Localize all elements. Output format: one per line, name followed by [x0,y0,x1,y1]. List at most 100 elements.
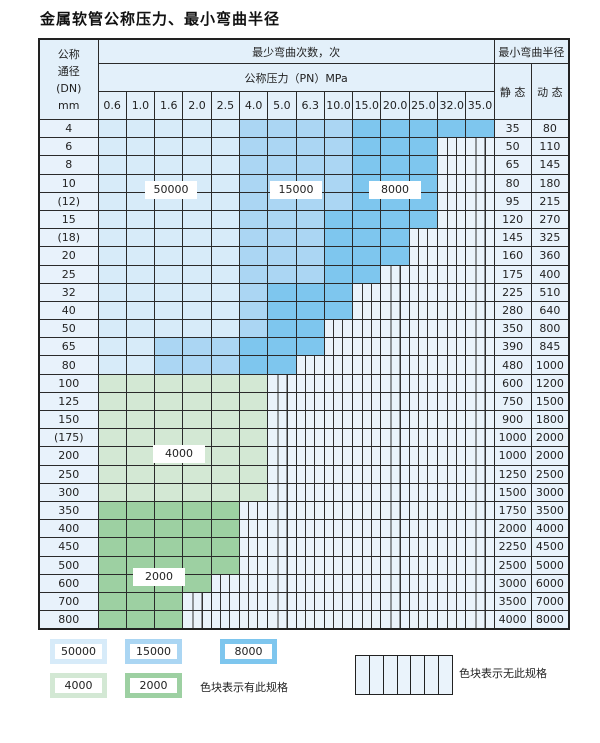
spec-cell-g2 [154,519,184,539]
spec-cell-a [210,228,240,248]
legend-label: 15000 [130,644,177,659]
spec-cell-c [437,118,467,139]
no-spec-cell [380,482,410,502]
no-spec-cell [323,610,354,630]
no-spec-cell [437,428,467,448]
spec-cell-b [238,246,269,266]
spec-cell-a [97,337,127,357]
no-spec-cell [465,191,495,211]
region-label-2000: 2000 [133,568,185,586]
region-label-4000: 4000 [153,445,205,463]
dn-cell: 250 [38,464,99,484]
no-spec-cell [408,428,439,448]
spec-cell-a [154,155,184,175]
spec-cell-c [408,137,439,157]
spec-cell-a [182,319,212,339]
no-spec-cell [238,573,269,593]
no-spec-cell [295,555,325,575]
spec-cell-a [125,319,156,339]
dn-cell: 500 [38,555,99,575]
spec-cell-g1 [182,482,212,502]
legend-no-spec-text: 色块表示无此规格 [459,667,547,680]
no-spec-cell [437,228,467,248]
spec-cell-b [295,118,325,139]
spec-cell-a [182,137,212,157]
dn-cell: 8 [38,155,99,175]
static-radius-cell: 280 [493,300,532,321]
no-spec-cell [267,373,297,393]
spec-cell-a [154,300,184,321]
spec-cell-c [238,337,269,357]
no-spec-cell [380,500,410,521]
no-spec-cell [238,500,269,521]
spec-cell-b [267,228,297,248]
no-spec-cell [437,191,467,211]
no-spec-cell [437,373,467,393]
spec-cell-a [154,228,184,248]
static-radius-cell: 65 [493,155,532,175]
spec-cell-b [323,118,354,139]
spec-cell-a [182,228,212,248]
dn-cell: 80 [38,355,99,375]
static-radius-cell: 600 [493,373,532,393]
dynamic-radius-cell: 110 [530,137,570,157]
no-spec-cell [465,591,495,612]
table-row: 8 65 145 [38,155,570,175]
no-spec-cell [267,519,297,539]
static-radius-cell: 900 [493,409,532,430]
spec-cell-g1 [210,446,240,466]
table-row: 450 2250 4500 [38,537,570,557]
spec-cell-a [182,282,212,302]
spec-cell-c [352,118,382,139]
pressure-col-header: 25.0 [408,91,439,120]
static-radius-cell: 175 [493,264,532,284]
spec-cell-g1 [238,409,269,430]
no-spec-cell [295,391,325,412]
table-row: 300 1500 3000 [38,482,570,502]
static-radius-cell: 120 [493,209,532,230]
no-spec-cell [408,464,439,484]
spec-cell-a [97,173,127,193]
no-spec-cell [323,446,354,466]
spec-cell-g2 [182,519,212,539]
no-spec-cell [465,319,495,339]
no-spec-cell [465,391,495,412]
no-spec-cell [323,428,354,448]
spec-cell-g1 [210,373,240,393]
spec-cell-g1 [210,428,240,448]
no-spec-cell [352,464,382,484]
no-spec-cell [437,155,467,175]
no-spec-cell [267,610,297,630]
static-radius-cell: 1750 [493,500,532,521]
pressure-col-header: 32.0 [437,91,467,120]
spec-cell-b [295,155,325,175]
spec-cell-b [238,173,269,193]
spec-cell-g1 [97,428,127,448]
spec-cell-g1 [238,373,269,393]
no-spec-cell [352,282,382,302]
no-spec-cell [352,610,382,630]
no-spec-cell [437,555,467,575]
legend-4000: 4000 [50,673,107,698]
no-spec-cell [352,319,382,339]
dynamic-radius-cell: 3000 [530,482,570,502]
spec-cell-a [182,155,212,175]
no-spec-cell [380,610,410,630]
no-spec-cell [408,264,439,284]
no-spec-cell [465,155,495,175]
no-spec-cell [465,337,495,357]
no-spec-cell [323,391,354,412]
dn-header-line: (DN) [56,81,82,95]
spec-cell-c [267,355,297,375]
dn-cell: (12) [38,191,99,211]
spec-cell-b [295,264,325,284]
spec-cell-g1 [210,391,240,412]
no-spec-cell [352,428,382,448]
spec-cell-a [97,355,127,375]
dn-cell: (18) [38,228,99,248]
no-spec-cell [408,409,439,430]
no-spec-cell [352,482,382,502]
table-row: 200 1000 2000 [38,446,570,466]
no-spec-cell [210,573,240,593]
static-radius-cell: 2500 [493,555,532,575]
